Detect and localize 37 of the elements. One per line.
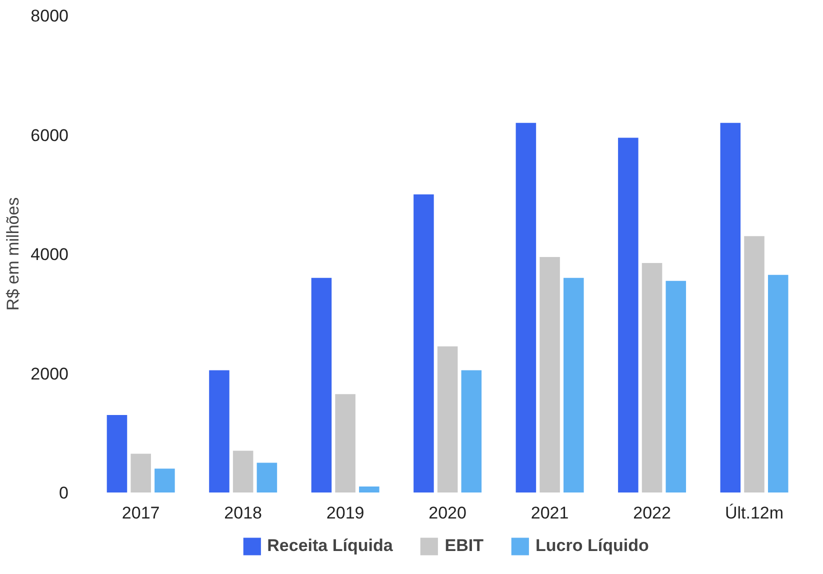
bar — [311, 278, 332, 492]
bar — [720, 122, 741, 492]
legend-label: EBIT — [444, 536, 484, 556]
x-tick-label: 2020 — [428, 504, 466, 522]
x-tick-label: 2022 — [633, 504, 671, 522]
bar — [232, 450, 254, 492]
y-axis-title: R$ em milhões — [4, 197, 23, 311]
bar — [564, 278, 584, 492]
bar — [256, 462, 278, 492]
bar — [618, 138, 638, 492]
bar — [516, 122, 536, 492]
legend-label: Lucro Líquido — [536, 536, 649, 556]
legend-label: Receita Líquida — [267, 536, 393, 556]
bar — [744, 236, 764, 492]
bar — [414, 194, 434, 492]
bar — [642, 262, 662, 492]
bar — [209, 370, 230, 492]
y-tick-label: 2000 — [30, 364, 69, 384]
x-tick-label: 2019 — [326, 504, 364, 522]
bar — [666, 280, 686, 492]
x-tick-label: 2021 — [530, 504, 569, 522]
y-tick-label: 6000 — [30, 126, 69, 145]
x-tick-label: 2018 — [224, 504, 262, 522]
bar — [154, 468, 175, 492]
bar — [540, 256, 560, 492]
bar — [130, 454, 151, 492]
bar — [768, 274, 788, 492]
x-tick-label: 2017 — [122, 504, 160, 522]
bar — [437, 346, 458, 492]
bar — [359, 486, 380, 492]
y-tick-label: 8000 — [30, 6, 69, 26]
x-tick-label: Últ.12m — [724, 504, 784, 522]
bar — [461, 370, 482, 492]
bar — [106, 414, 128, 492]
y-tick-label: 0 — [59, 484, 69, 502]
bar — [335, 394, 356, 492]
y-tick-label: 4000 — [30, 245, 69, 264]
